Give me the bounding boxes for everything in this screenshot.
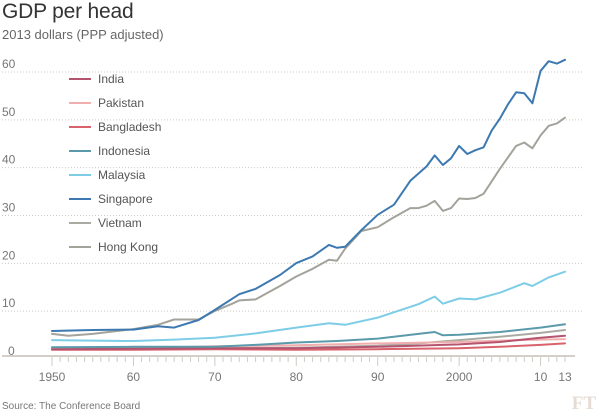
- y-tick-label: 0: [8, 344, 15, 358]
- y-axis-tick-labels: 0 10 20 30 40 50 60: [2, 57, 16, 358]
- x-tick-label: 13: [558, 370, 572, 384]
- x-tick-label: 60: [127, 370, 141, 384]
- source-note: Source: The Conference Board: [2, 401, 141, 412]
- x-tick-label: 2000: [446, 370, 473, 384]
- series-line-singapore: [51, 58, 566, 332]
- legend-label: Vietnam: [98, 216, 142, 230]
- y-tick-label: 50: [2, 105, 16, 119]
- legend-label: Indonesia: [98, 144, 150, 158]
- ft-logo: FT: [571, 393, 596, 414]
- chart-subtitle: 2013 dollars (PPP adjusted): [2, 27, 164, 42]
- y-tick-label: 10: [2, 296, 16, 310]
- y-tick-label: 60: [2, 57, 16, 71]
- y-tick-label: 30: [2, 201, 16, 215]
- chart-title: GDP per head: [2, 0, 134, 23]
- series-line-india: [51, 334, 566, 351]
- series-lines: [51, 58, 566, 351]
- y-tick-label: 40: [2, 153, 16, 167]
- x-tick-label: 90: [371, 370, 385, 384]
- legend-label: Malaysia: [98, 168, 146, 182]
- x-tick-label: 70: [208, 370, 222, 384]
- x-tick-label: 80: [290, 370, 304, 384]
- series-line-malaysia: [51, 270, 566, 342]
- gridlines: [2, 71, 582, 312]
- x-tick-label: 10: [534, 370, 548, 384]
- y-tick-label: 20: [2, 248, 16, 262]
- legend-label: Bangladesh: [98, 120, 161, 134]
- legend-label: India: [98, 72, 124, 86]
- x-axis: 1950 60 70 80 90 2000 10 13: [2, 355, 575, 384]
- legend-label: Singapore: [98, 192, 153, 206]
- x-tick-label: 1950: [39, 370, 66, 384]
- legend-label: Hong Kong: [98, 240, 158, 254]
- legend-label: Pakistan: [98, 96, 144, 110]
- series-line-indonesia: [51, 323, 566, 349]
- legend: India Pakistan Bangladesh Indonesia Malaysia…: [69, 72, 161, 254]
